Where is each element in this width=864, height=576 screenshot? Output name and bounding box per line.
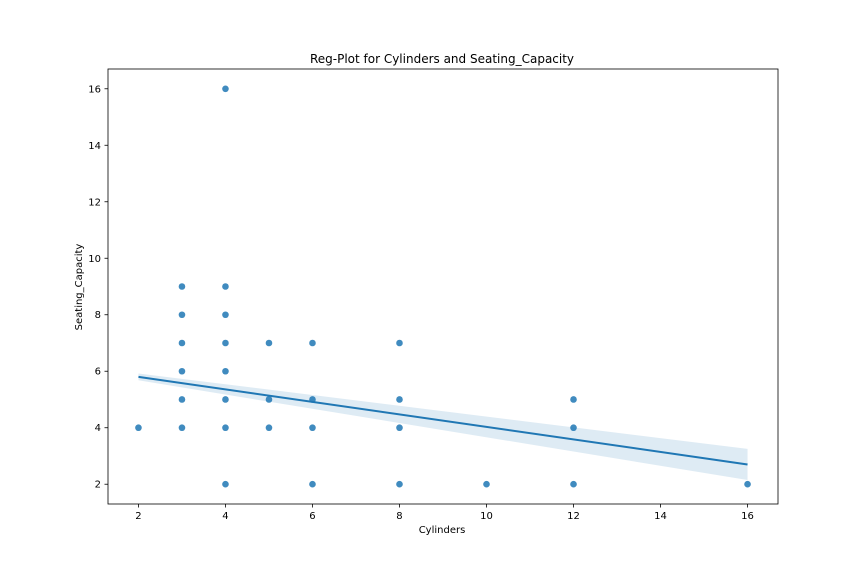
x-axis-ticks: 2 4 6 8 10 12 14 16	[135, 504, 754, 522]
scatter-point	[222, 480, 229, 488]
confidence-band-layer	[138, 373, 748, 480]
x-tick-label: 10	[480, 511, 493, 522]
x-tick-label: 8	[396, 511, 402, 522]
scatter-point	[178, 367, 186, 375]
scatter-point	[265, 339, 273, 347]
scatter-point	[570, 480, 577, 488]
scatter-point	[178, 283, 186, 290]
x-tick-label: 6	[309, 511, 315, 522]
y-tick-label: 16	[88, 84, 101, 95]
x-tick-label: 16	[741, 511, 754, 522]
scatter-point	[483, 480, 490, 488]
x-tick-label: 4	[222, 511, 228, 522]
x-tick-label: 2	[135, 511, 141, 522]
y-tick-label: 12	[88, 197, 101, 208]
scatter-point	[178, 311, 186, 319]
y-tick-label: 6	[95, 367, 101, 378]
scatter-point	[178, 396, 186, 403]
scatter-point	[570, 396, 577, 403]
plot-frame	[107, 68, 779, 505]
y-tick-label: 8	[95, 310, 101, 321]
scatter-point	[222, 424, 229, 432]
scatter-point	[222, 339, 229, 347]
scatter-point	[396, 424, 403, 432]
scatter-point	[309, 480, 316, 488]
scatter-point	[222, 367, 229, 375]
scatter-point	[396, 396, 403, 403]
y-axis-ticks: 2 4 6 8 10 12 14 16	[88, 84, 108, 491]
y-axis-label: Seating_Capacity	[74, 244, 85, 331]
scatter-point	[135, 424, 142, 432]
scatter-point	[744, 480, 751, 488]
scatter-point	[222, 85, 229, 93]
x-tick-label: 12	[567, 511, 580, 522]
chart-title: Reg-Plot for Cylinders and Seating_Capac…	[310, 52, 574, 66]
regression-line	[138, 375, 748, 466]
scatter-points-layer	[135, 85, 751, 488]
y-tick-label: 4	[95, 423, 101, 434]
y-tick-label: 2	[95, 480, 101, 491]
scatter-point	[222, 311, 229, 319]
scatter-point	[265, 424, 273, 432]
y-tick-label: 10	[88, 254, 101, 265]
regression-line-layer	[138, 375, 748, 466]
scatter-point	[570, 424, 577, 432]
scatter-point	[222, 396, 229, 403]
scatter-point	[309, 339, 316, 347]
scatter-point	[178, 424, 186, 432]
scatter-point	[265, 396, 273, 403]
x-tick-label: 14	[654, 511, 667, 522]
x-axis-label: Cylinders	[419, 525, 466, 536]
scatter-point	[309, 424, 316, 432]
scatter-point	[396, 339, 403, 347]
scatter-point	[178, 339, 186, 347]
y-tick-label: 14	[88, 141, 101, 152]
scatter-point	[396, 480, 403, 488]
confidence-band	[138, 373, 748, 480]
scatter-point	[222, 283, 229, 290]
